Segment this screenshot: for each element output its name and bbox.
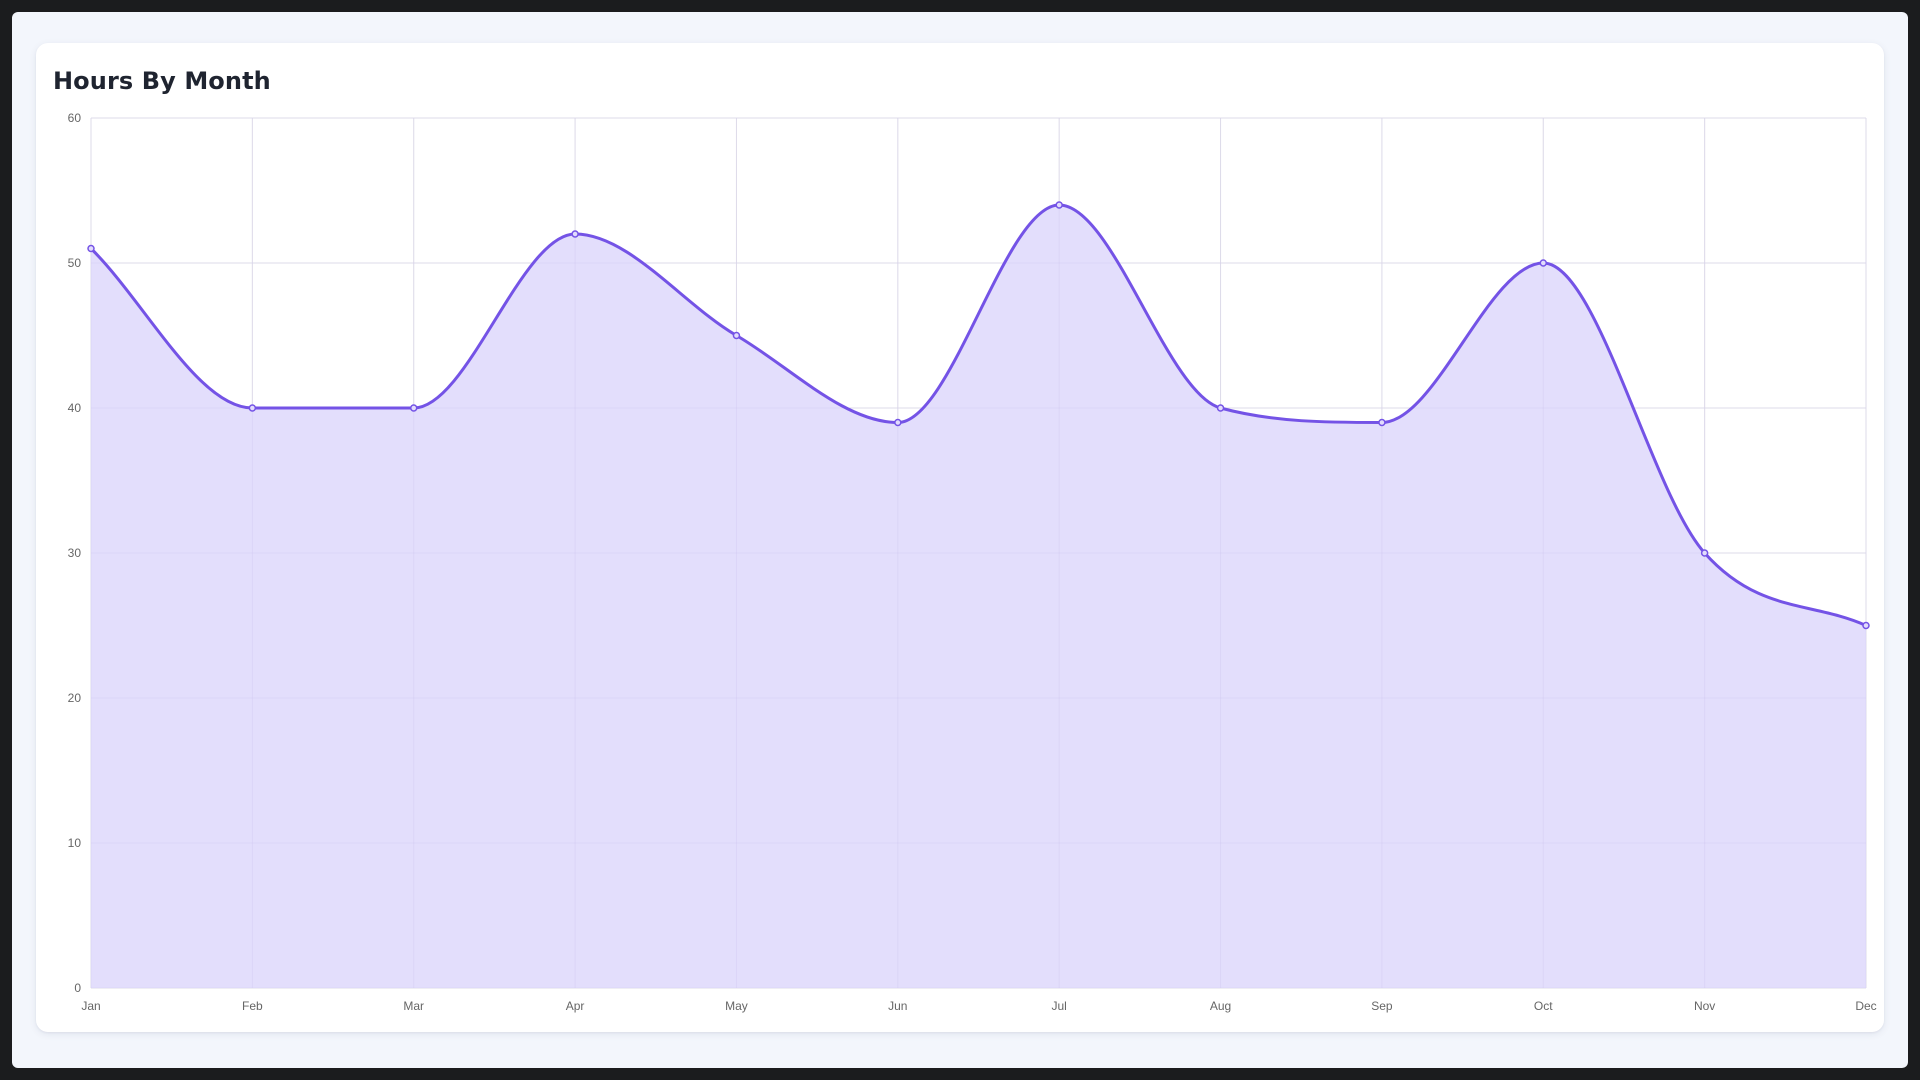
x-tick-label: Dec [1855,999,1876,1013]
x-tick-label: Nov [1694,999,1715,1013]
x-tick-label: Sep [1371,999,1393,1013]
data-point[interactable] [87,244,95,253]
data-point[interactable] [1700,549,1709,557]
chart-card: Hours By Month 0 10 20 30 40 50 60 Jan Feb Mar Apr… [36,43,1884,1032]
y-tick-label: 30 [68,546,82,560]
data-point[interactable] [1378,418,1386,427]
data-point[interactable] [248,404,257,412]
data-point[interactable] [571,230,579,238]
data-point[interactable] [894,418,902,427]
x-tick-label: Jan [81,999,100,1013]
x-tick-label: Feb [242,999,263,1013]
area-fill [91,205,1866,988]
data-points [87,201,1870,630]
axis-labels: 0 10 20 30 40 50 60 Jan Feb Mar Apr May Jun Jul Aug Sep… [68,111,1877,1013]
x-tick-label: Mar [403,999,424,1013]
app-frame: Hours By Month 0 10 20 30 40 50 60 Jan Feb Mar Apr… [12,12,1908,1068]
y-tick-label: 40 [68,401,82,415]
data-point[interactable] [409,404,418,412]
x-tick-label: Jun [888,999,907,1013]
y-tick-label: 60 [68,111,82,125]
data-point[interactable] [1862,621,1870,630]
y-tick-label: 50 [68,256,82,270]
data-point[interactable] [1539,259,1548,267]
y-tick-label: 10 [68,836,82,850]
data-point[interactable] [1055,201,1063,209]
chart-title: Hours By Month [53,67,271,95]
y-tick-label: 0 [74,981,81,995]
x-tick-label: Oct [1534,999,1553,1013]
x-tick-label: Jul [1052,999,1067,1013]
x-tick-label: Apr [566,999,585,1013]
x-tick-label: Aug [1210,999,1231,1013]
x-tick-label: May [725,999,748,1013]
area-layer [89,117,1868,989]
y-tick-label: 20 [68,691,82,705]
data-point[interactable] [1216,404,1225,412]
hours-by-month-chart: 0 10 20 30 40 50 60 Jan Feb Mar Apr May Jun Jul Aug Sep… [68,111,1877,1013]
data-point[interactable] [732,331,741,340]
